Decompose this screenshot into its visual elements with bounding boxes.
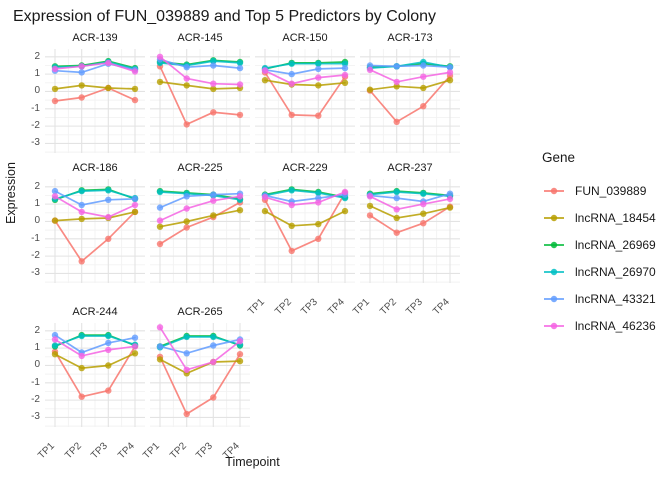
x-tick-label: TP2: [272, 296, 294, 318]
y-tick-label: -2: [31, 394, 40, 406]
legend-key-icon: [544, 187, 564, 194]
x-tick-label: TP2: [377, 296, 399, 318]
facet-strip-label: ACR-145: [177, 32, 223, 44]
y-tick-label: 2: [34, 180, 40, 192]
y-tick-label: -3: [31, 137, 40, 149]
y-tick-label: -1: [31, 376, 40, 388]
legend-item-label: lncRNA_18454: [575, 210, 656, 225]
legend-item: lncRNA_26970: [542, 258, 656, 285]
legend-title: Gene: [542, 150, 576, 165]
y-tick-label: 0: [34, 215, 40, 227]
legend-item-label: lncRNA_46236: [575, 318, 656, 333]
facet-strip-label: ACR-265: [177, 306, 223, 318]
legend-item: lncRNA_46236: [542, 312, 656, 339]
y-tick-label: 1: [34, 198, 40, 210]
y-tick-label: -2: [31, 120, 40, 132]
legend-item-label: lncRNA_26969: [575, 237, 656, 252]
facet-panel: [150, 49, 250, 153]
y-tick-label: -3: [31, 411, 40, 423]
legend-item: lncRNA_43321: [542, 285, 656, 312]
facet-strip-label: ACR-139: [72, 32, 118, 44]
legend-key-icon: [544, 322, 564, 329]
x-tick-label: TP4: [431, 296, 452, 318]
x-tick-label: TP3: [299, 296, 321, 318]
facet-strip-label: ACR-244: [72, 306, 118, 318]
facet-strip-label: ACR-173: [387, 32, 433, 44]
y-tick-label: -1: [31, 102, 40, 114]
y-axis-title: Expression: [4, 162, 18, 224]
legend-item: lncRNA_18454: [542, 204, 656, 231]
facet-panel: [150, 323, 250, 427]
y-tick-label: 0: [34, 85, 40, 97]
legend-item-label: FUN_039889: [575, 183, 647, 198]
legend-key-icon: [544, 214, 564, 221]
legend-key-icon: [544, 241, 564, 248]
legend-item: FUN_039889: [542, 177, 656, 204]
facet-panel: [360, 179, 460, 283]
x-tick-label: TP1: [351, 296, 372, 318]
chart-title: Expression of FUN_039889 and Top 5 Predi…: [13, 8, 437, 25]
x-tick-label: TP4: [326, 296, 347, 318]
facet-strip-label: ACR-229: [282, 162, 328, 174]
legend-key-icon: [544, 268, 564, 275]
facet-panel: [45, 323, 145, 427]
y-tick-label: 2: [34, 50, 40, 62]
y-tick-label: -3: [31, 267, 40, 279]
legend-item-label: lncRNA_43321: [575, 291, 656, 306]
facet-strip-label: ACR-225: [177, 162, 223, 174]
legend-item: lncRNA_26969: [542, 231, 656, 258]
y-tick-label: -1: [31, 232, 40, 244]
facet-panel: [150, 179, 250, 283]
facet-strip-label: ACR-237: [387, 162, 433, 174]
x-axis-title: Timepoint: [225, 455, 280, 469]
facet-panel: [45, 49, 145, 153]
facet-panel: [255, 49, 355, 153]
y-tick-label: 1: [34, 342, 40, 354]
x-tick-label: TP3: [404, 296, 426, 318]
y-tick-label: 0: [34, 359, 40, 371]
y-tick-label: 1: [34, 68, 40, 80]
facet-panel: [360, 49, 460, 153]
y-tick-label: 2: [34, 324, 40, 336]
facet-strip-label: ACR-186: [72, 162, 118, 174]
facet-panel: [255, 179, 355, 283]
legend-item-label: lncRNA_26970: [575, 264, 656, 279]
y-tick-label: -2: [31, 250, 40, 262]
facet-panel: [45, 179, 145, 283]
facet-strip-label: ACR-150: [282, 32, 328, 44]
legend-key-icon: [544, 295, 564, 302]
